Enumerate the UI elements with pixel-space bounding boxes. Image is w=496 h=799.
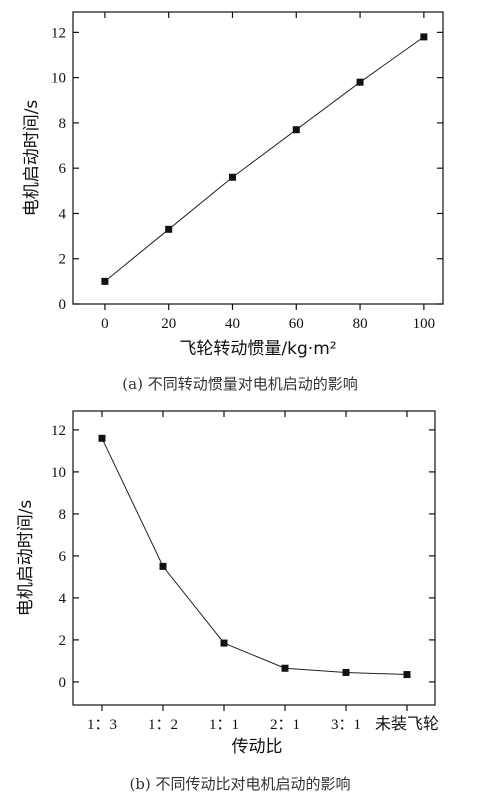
chart-b-y-tick-label: 0 [59,675,67,691]
chart-a-x-tick-label: 40 [225,316,240,332]
chart-a-frame [72,11,444,305]
chart-b-x-axis-label: 传动比 [232,737,283,757]
chart-a-x-tick-label: 100 [413,316,436,332]
chart-a-y-tick-label: 10 [51,71,66,87]
chart-b-y-tick-label: 6 [59,549,67,565]
chart-a-series [101,33,428,285]
chart-b-x-tick-label: 2：1 [270,717,300,733]
chart-b-y-tick-label: 8 [59,507,67,523]
chart-a-y-tick-label: 0 [59,297,67,313]
chart-b-series [98,434,411,679]
chart-b-data-point [281,664,289,672]
chart-b-y-axis-label: 电机启动时间/s [16,500,36,617]
chart-b-x-tick-label: 1：1 [209,717,239,733]
chart-b-x-tick-label: 3：1 [331,717,361,733]
chart-a-y-tick-label: 12 [51,25,66,41]
chart-b-data-point [220,639,228,647]
chart-a-x-tick-label: 80 [353,316,368,332]
chart-b-x-tick-label: 1：3 [87,717,117,733]
chart-b-frame [72,410,436,706]
chart-b-x-tick-label: 未装飞轮 [375,714,439,733]
chart-a-x-axis-label: 飞轮转动惯量/kg·m² [179,339,336,359]
chart-a-y-tick-label: 8 [59,116,67,132]
chart-b-y-tick-label: 2 [59,633,67,649]
chart-b-data-point [159,562,167,570]
chart-b-data-point [403,671,411,679]
chart-b-x-tick-label: 1：2 [148,717,178,733]
chart-a-ticks: 0 2 4 6 8 10 12 0 20 40 60 80 100 [51,12,443,332]
chart-a-y-tick-label: 2 [59,252,67,268]
chart-b-caption: (b) 不同传动比对电机启动的影响 [129,775,350,793]
chart-a-data-point [356,78,364,86]
chart-b: 0 2 4 6 8 10 12 1：3 1：2 1：1 2：1 3：1 未装飞轮 传动比 电机启动时间/… [16,410,439,793]
chart-a-series-line [104,36,425,282]
chart-a-x-tick-label: 60 [289,316,304,332]
chart-b-y-tick-label: 12 [51,423,66,439]
chart-a-caption: (a) 不同转动惯量对电机启动的影响 [122,375,357,393]
chart-a-y-tick-label: 4 [59,206,67,222]
chart-a-data-point [420,33,428,41]
chart-a-data-point [165,225,173,233]
chart-a-data-point [101,277,109,285]
chart-a-data-point [292,126,300,134]
chart-b-data-point [98,434,106,442]
chart-a-y-axis-label: 电机启动时间/s [22,100,42,217]
chart-b-y-tick-label: 4 [59,591,67,607]
chart-a-y-tick-label: 6 [59,161,67,177]
chart-b-y-tick-label: 10 [51,465,66,481]
chart-a-data-point [228,173,236,181]
chart-b-series-line [101,438,408,676]
chart-b-data-point [342,668,350,676]
chart-a-x-tick-label: 0 [101,316,109,332]
chart-b-ticks: 0 2 4 6 8 10 12 1：3 1：2 1：1 2：1 3：1 未装飞轮 [51,411,439,733]
chart-a: 0 2 4 6 8 10 12 0 20 40 60 80 100 飞轮转动惯量/kg·m² 电机启动时… [22,11,444,393]
chart-a-x-tick-label: 20 [161,316,176,332]
